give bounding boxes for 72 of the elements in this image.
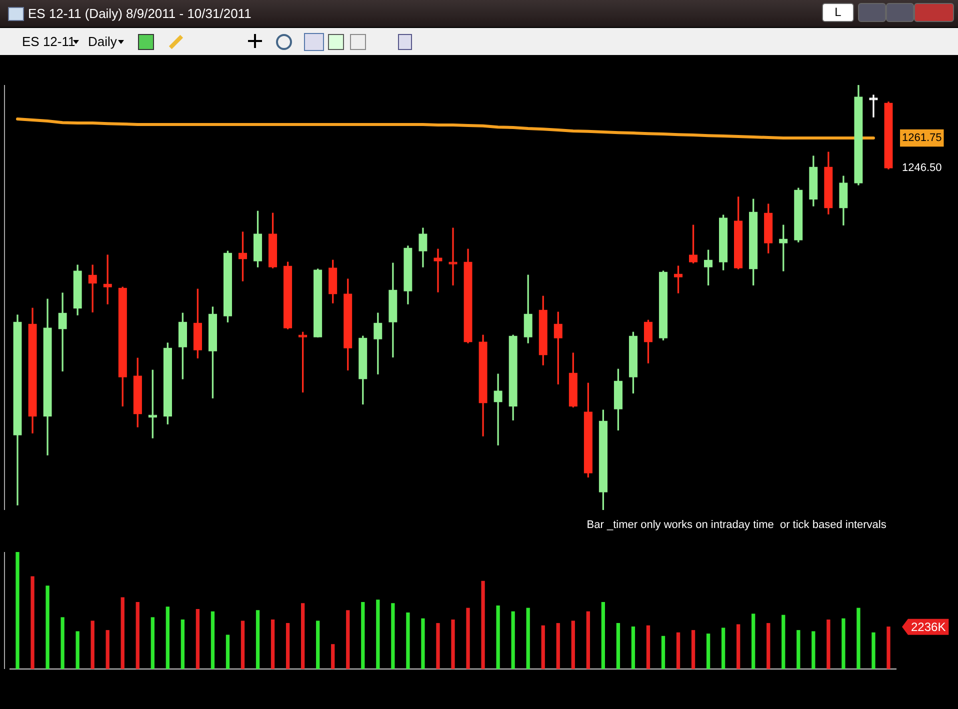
bar: [496, 605, 500, 669]
bar: [301, 603, 305, 669]
bar: [571, 620, 575, 669]
bar: [286, 623, 290, 669]
bar: [796, 630, 800, 669]
text: 2236K: [911, 620, 946, 634]
bar: [646, 625, 650, 669]
bar: [721, 628, 726, 669]
bar: [210, 611, 215, 669]
bar: [812, 631, 816, 669]
bar: [421, 618, 425, 669]
bar: [886, 626, 890, 669]
bar: [150, 617, 154, 669]
bar: [30, 576, 34, 669]
candlestick: [434, 248, 442, 292]
bar: [601, 602, 605, 669]
bar: [842, 618, 846, 669]
bar: [60, 617, 64, 669]
bar: [676, 632, 680, 669]
bar: [752, 614, 756, 669]
candlestick: [494, 374, 502, 446]
bar: [76, 631, 80, 669]
bar: [106, 630, 110, 669]
bar: [631, 626, 636, 669]
text: Daily: [88, 34, 117, 49]
chart-title: ES 12-11 (Daily) 8/9/2011 - 10/31/2011: [28, 6, 252, 21]
text: Bar _timer only works on intraday time or tick based intervals: [586, 519, 887, 532]
bar: [16, 552, 20, 669]
bar: [166, 606, 170, 669]
bar: [826, 620, 830, 669]
bar: [451, 620, 455, 669]
bar: [391, 603, 395, 669]
text: ES 12-11: [22, 34, 76, 49]
bar: [616, 623, 620, 669]
candlestick: [58, 292, 67, 372]
bar: [180, 620, 185, 669]
bar: [511, 611, 515, 669]
bar: [136, 602, 140, 669]
y-tick-label: 1261.75: [902, 132, 942, 144]
bar: [196, 609, 200, 669]
bar: [376, 600, 380, 669]
bar: [661, 636, 666, 669]
bar: [406, 612, 410, 669]
candlestick: [869, 94, 878, 118]
bar: [46, 586, 50, 669]
bar: [120, 597, 124, 669]
bar: [782, 614, 786, 669]
bar: [226, 634, 230, 669]
bar: [436, 623, 440, 669]
bar: [736, 624, 740, 669]
bar: [481, 580, 485, 669]
bar: [766, 623, 770, 669]
l-button: L: [822, 3, 854, 22]
bar: [346, 610, 350, 669]
bar: [256, 610, 260, 669]
bar: [526, 608, 530, 669]
bar: [90, 620, 94, 669]
y-tick-label: 1246.50: [902, 162, 942, 174]
bar: [541, 625, 545, 669]
bar: [361, 602, 365, 669]
bar: [316, 620, 320, 669]
bar: [872, 632, 876, 669]
bar: [331, 644, 335, 669]
bar: [706, 634, 710, 669]
bar: [856, 608, 860, 669]
bar: [466, 608, 470, 669]
bar: [691, 630, 696, 669]
bar: [556, 623, 560, 669]
candlestick: [448, 228, 458, 286]
bar: [270, 620, 275, 669]
bar: [240, 620, 245, 669]
bar: [586, 611, 590, 669]
